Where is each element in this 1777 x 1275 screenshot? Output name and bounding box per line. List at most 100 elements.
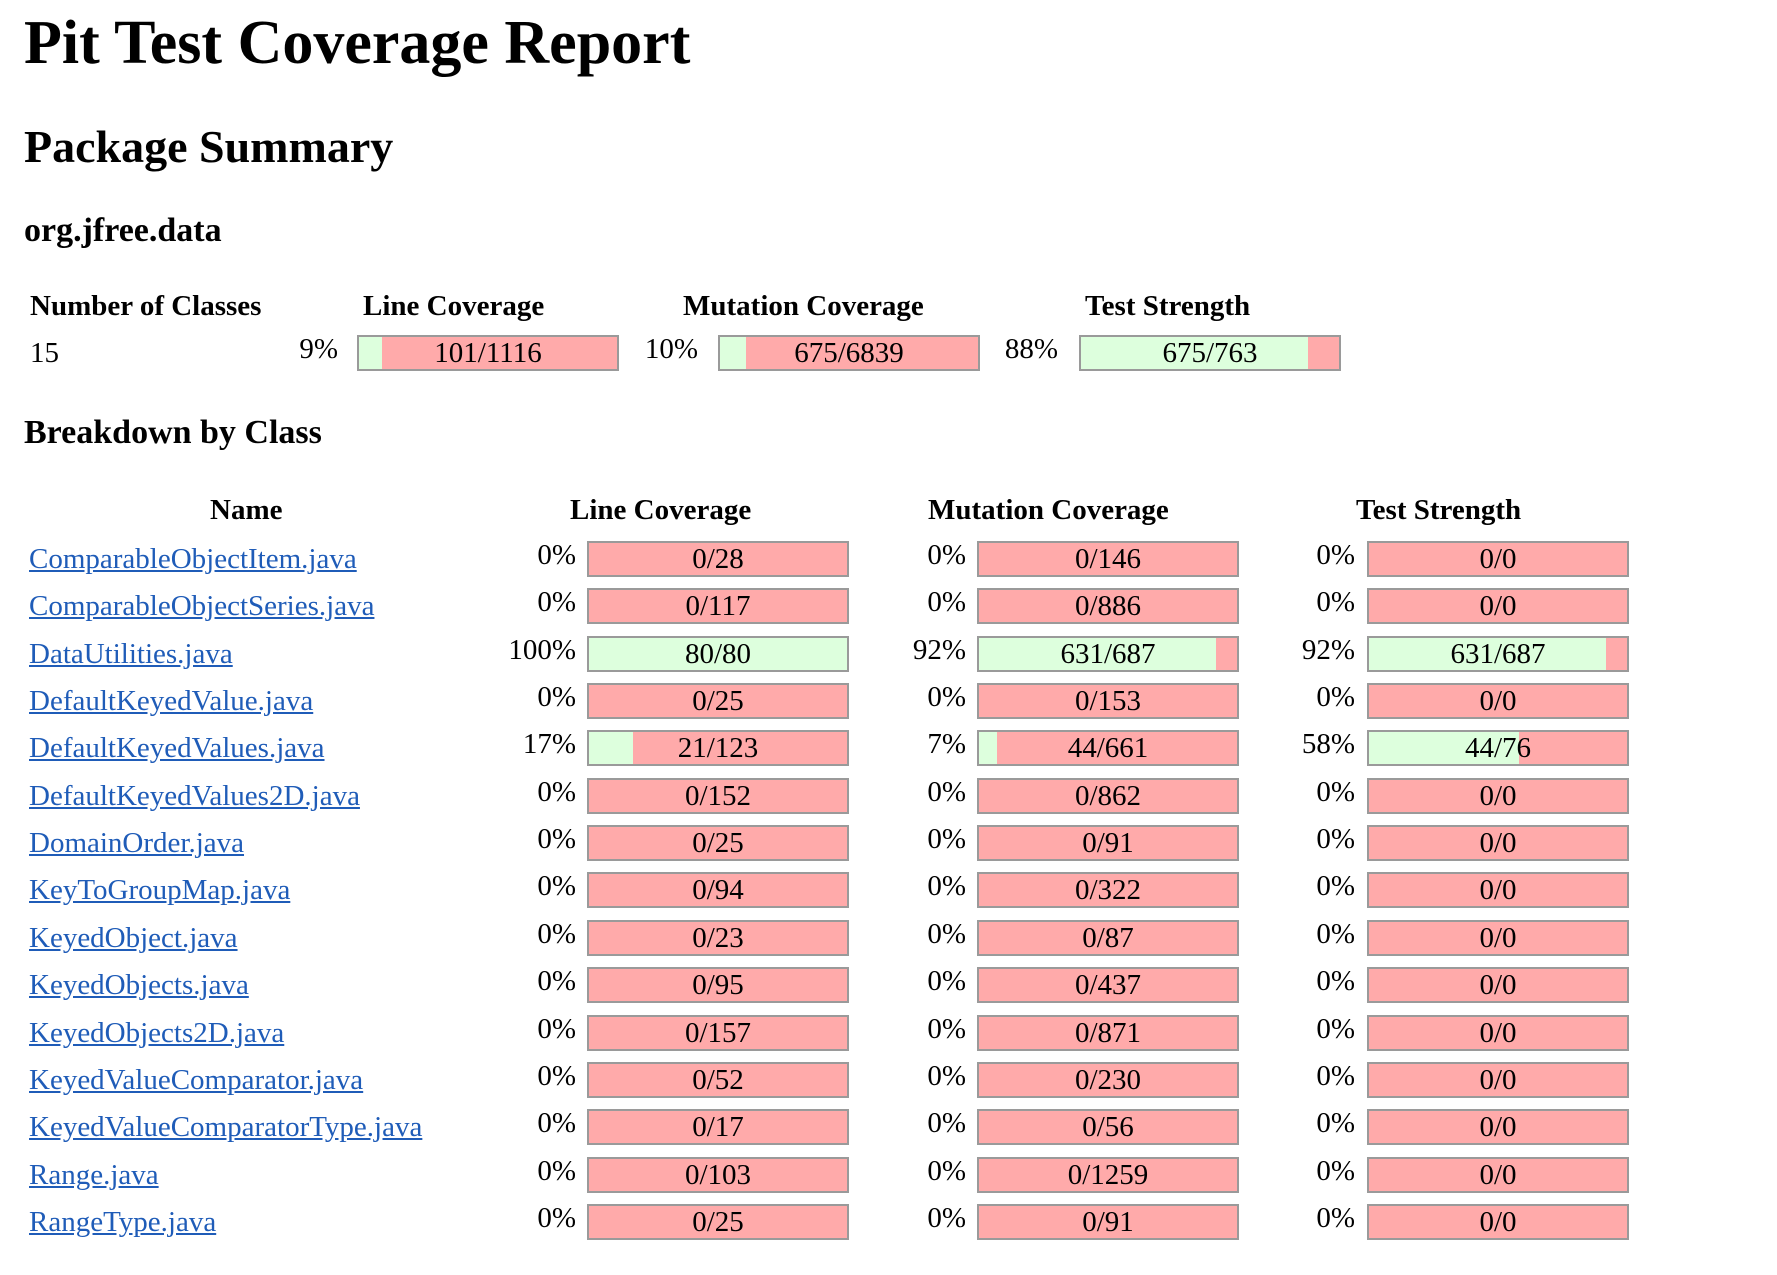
strength-coverage-bar: 0/0 (1367, 1204, 1629, 1240)
class-link[interactable]: DefaultKeyedValues2D.java (29, 780, 360, 812)
line-coverage-bar-label: 0/157 (684, 1017, 752, 1049)
table-row: KeyToGroupMap.java 0% 0/94 0% 0/322 0% 0/0 (0, 870, 1777, 917)
summary-num-classes: 15 (30, 337, 59, 369)
line-coverage-percent: 0% (537, 681, 576, 713)
mutation-coverage-bar-label: 0/437 (1074, 969, 1142, 1001)
strength-coverage-percent: 0% (1316, 539, 1355, 571)
line-coverage-percent: 0% (537, 1060, 576, 1092)
class-link[interactable]: DataUtilities.java (29, 638, 233, 670)
table-row: KeyedValueComparator.java 0% 0/52 0% 0/230 0%… (0, 1060, 1777, 1107)
strength-coverage-bar-label: 0/0 (1479, 1111, 1517, 1143)
strength-coverage-percent: 0% (1316, 681, 1355, 713)
strength-coverage-percent: 0% (1316, 1202, 1355, 1234)
line-coverage-bar: 0/95 (587, 967, 849, 1003)
table-row: KeyedValueComparatorType.java 0% 0/17 0% 0/5… (0, 1107, 1777, 1154)
strength-coverage-bar-label: 0/0 (1479, 969, 1517, 1001)
line-coverage-bar: 0/152 (587, 778, 849, 814)
line-coverage-percent: 0% (537, 965, 576, 997)
mutation-coverage-bar: 631/687 (977, 636, 1239, 672)
mutation-coverage-bar: 0/862 (977, 778, 1239, 814)
line-coverage-bar: 0/28 (587, 541, 849, 577)
strength-coverage-percent: 0% (1316, 1155, 1355, 1187)
table-header-strength: Test Strength (1356, 494, 1522, 526)
line-coverage-bar: 0/17 (587, 1109, 849, 1145)
class-link[interactable]: ComparableObjectItem.java (29, 543, 357, 575)
class-link[interactable]: RangeType.java (29, 1206, 217, 1238)
strength-coverage-bar-label: 44/76 (1464, 732, 1532, 764)
line-coverage-bar-label: 0/25 (692, 827, 744, 859)
class-link[interactable]: KeyedValueComparator.java (29, 1064, 364, 1096)
line-coverage-bar-label: 80/80 (684, 638, 752, 670)
summary-strength-bar-fill (1081, 337, 1309, 369)
mutation-coverage-percent: 0% (927, 1013, 966, 1045)
mutation-coverage-bar: 0/322 (977, 872, 1239, 908)
strength-coverage-bar-label: 0/0 (1479, 827, 1517, 859)
line-coverage-percent: 0% (537, 1202, 576, 1234)
strength-coverage-percent: 0% (1316, 1013, 1355, 1045)
mutation-coverage-bar-label: 0/322 (1074, 874, 1142, 906)
summary-mutation-percent: 10% (644, 333, 698, 365)
line-coverage-bar: 0/23 (587, 920, 849, 956)
mutation-coverage-bar: 0/91 (977, 1204, 1239, 1240)
line-coverage-percent: 0% (537, 539, 576, 571)
line-coverage-bar-fill (589, 732, 633, 764)
strength-coverage-bar-label: 0/0 (1479, 685, 1517, 717)
mutation-coverage-bar: 0/886 (977, 588, 1239, 624)
line-coverage-bar-label: 21/123 (677, 732, 759, 764)
mutation-coverage-bar-fill (979, 732, 998, 764)
line-coverage-bar: 21/123 (587, 730, 849, 766)
line-coverage-percent: 0% (537, 776, 576, 808)
mutation-coverage-bar-label: 0/87 (1082, 922, 1134, 954)
line-coverage-bar: 0/25 (587, 683, 849, 719)
class-link[interactable]: KeyedObject.java (29, 922, 238, 954)
strength-coverage-bar-label: 0/0 (1479, 1017, 1517, 1049)
strength-coverage-bar: 631/687 (1367, 636, 1629, 672)
class-link[interactable]: KeyedObjects.java (29, 969, 249, 1001)
strength-coverage-bar: 0/0 (1367, 1062, 1629, 1098)
breakdown-title: Breakdown by Class (24, 414, 322, 451)
line-coverage-bar-label: 0/103 (684, 1159, 752, 1191)
mutation-coverage-bar: 0/437 (977, 967, 1239, 1003)
strength-coverage-bar-label: 0/0 (1479, 1159, 1517, 1191)
strength-coverage-percent: 0% (1316, 586, 1355, 618)
strength-coverage-bar-label: 0/0 (1479, 922, 1517, 954)
line-coverage-bar: 80/80 (587, 636, 849, 672)
summary-line-percent: 9% (299, 333, 338, 365)
package-name: org.jfree.data (24, 212, 222, 249)
line-coverage-bar-label: 0/95 (692, 969, 744, 1001)
mutation-coverage-bar: 0/91 (977, 825, 1239, 861)
mutation-coverage-bar-label: 631/687 (1060, 638, 1156, 670)
strength-coverage-bar: 0/0 (1367, 1157, 1629, 1193)
summary-header-mutation: Mutation Coverage (683, 290, 924, 322)
summary-strength-percent: 88% (1004, 333, 1058, 365)
table-row: DataUtilities.java 100% 80/80 92% 631/687 92%… (0, 634, 1777, 681)
strength-coverage-percent: 58% (1301, 728, 1355, 760)
strength-coverage-bar-label: 0/0 (1479, 1206, 1517, 1238)
class-link[interactable]: KeyedValueComparatorType.java (29, 1111, 423, 1143)
strength-coverage-bar-label: 0/0 (1479, 874, 1517, 906)
table-row: ComparableObjectSeries.java 0% 0/117 0% 0/88… (0, 586, 1777, 633)
class-link[interactable]: DomainOrder.java (29, 827, 245, 859)
strength-coverage-bar: 0/0 (1367, 588, 1629, 624)
class-link[interactable]: KeyToGroupMap.java (29, 874, 291, 906)
class-link[interactable]: Range.java (29, 1159, 159, 1191)
class-link[interactable]: KeyedObjects2D.java (29, 1017, 285, 1049)
class-link[interactable]: DefaultKeyedValues.java (29, 732, 325, 764)
mutation-coverage-percent: 0% (927, 539, 966, 571)
line-coverage-percent: 0% (537, 1013, 576, 1045)
mutation-coverage-percent: 0% (927, 870, 966, 902)
strength-coverage-bar: 0/0 (1367, 1015, 1629, 1051)
table-header-name: Name (210, 494, 283, 526)
table-row: KeyedObject.java 0% 0/23 0% 0/87 0% 0/0 (0, 918, 1777, 965)
mutation-coverage-bar-label: 0/56 (1082, 1111, 1134, 1143)
summary-header-line: Line Coverage (363, 290, 545, 322)
class-link[interactable]: DefaultKeyedValue.java (29, 685, 314, 717)
table-row: DefaultKeyedValue.java 0% 0/25 0% 0/153 0% 0/0 (0, 681, 1777, 728)
mutation-coverage-bar-label: 0/871 (1074, 1017, 1142, 1049)
strength-coverage-percent: 0% (1316, 870, 1355, 902)
summary-strength-bar: 675/763 (1079, 335, 1341, 371)
section-title: Package Summary (24, 121, 394, 172)
mutation-coverage-bar: 0/1259 (977, 1157, 1239, 1193)
mutation-coverage-percent: 0% (927, 965, 966, 997)
class-link[interactable]: ComparableObjectSeries.java (29, 590, 375, 622)
